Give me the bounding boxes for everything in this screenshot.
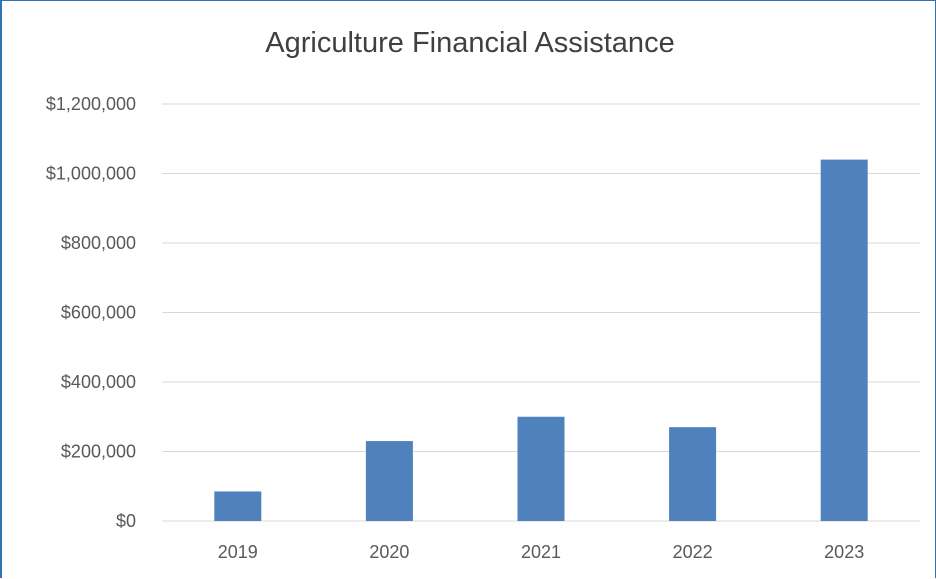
bar-2021	[517, 416, 565, 521]
bar-2023	[820, 159, 868, 521]
x-tick-label: 2021	[521, 542, 561, 562]
bar-2020	[365, 441, 413, 521]
y-tick-label: $200,000	[61, 442, 136, 462]
x-tick-label: 2020	[369, 542, 409, 562]
y-tick-label: $0	[116, 511, 136, 531]
y-tick-label: $1,000,000	[46, 164, 136, 184]
chart-title: Agriculture Financial Assistance	[265, 27, 675, 59]
y-tick-label: $400,000	[61, 372, 136, 392]
x-axis-tick-labels: 2019 2020 2021 2022 2023	[218, 542, 864, 562]
bar-2019	[214, 491, 262, 521]
y-tick-label: $600,000	[61, 303, 136, 323]
y-tick-label: $1,200,000	[46, 94, 136, 114]
bars	[214, 159, 868, 521]
y-axis-tick-labels: $0 $200,000 $400,000 $600,000 $800,000 $1,000…	[46, 94, 136, 531]
bar-2022	[669, 427, 717, 521]
x-tick-label: 2019	[218, 542, 258, 562]
y-tick-label: $800,000	[61, 233, 136, 253]
x-tick-label: 2023	[824, 542, 864, 562]
x-tick-label: 2022	[673, 542, 713, 562]
